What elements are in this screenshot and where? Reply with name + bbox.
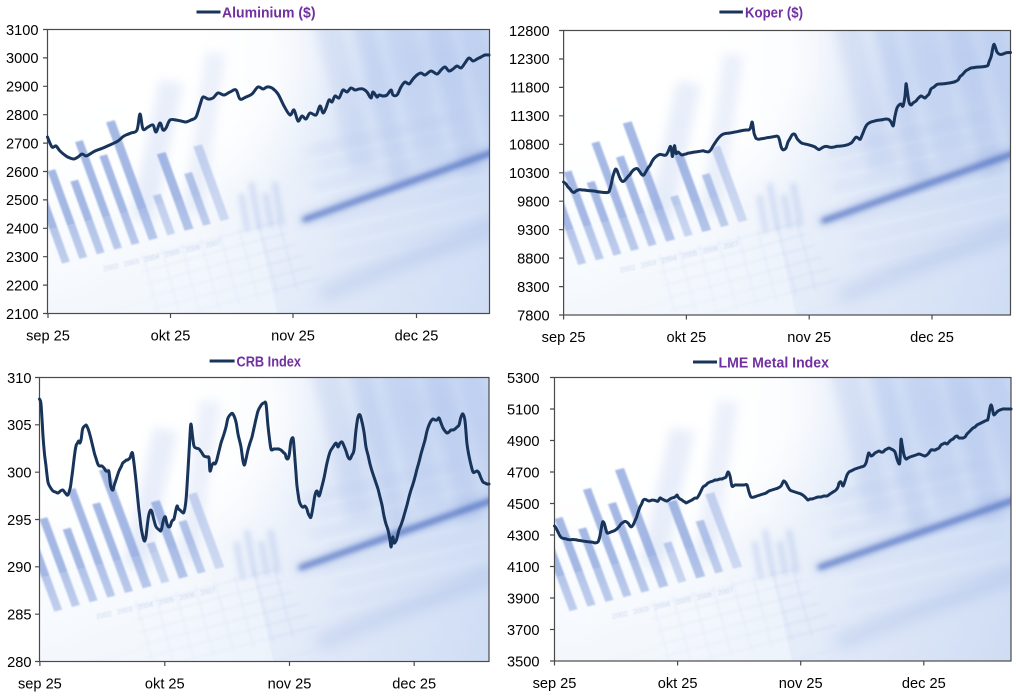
svg-text:12300: 12300 <box>509 52 550 68</box>
svg-text:nov 25: nov 25 <box>779 676 823 692</box>
svg-text:okt 25: okt 25 <box>145 677 185 693</box>
svg-text:4500: 4500 <box>507 497 539 513</box>
svg-text:2100: 2100 <box>6 307 38 323</box>
svg-text:sep 25: sep 25 <box>18 677 62 693</box>
svg-text:300: 300 <box>7 466 31 482</box>
svg-text:8300: 8300 <box>517 280 549 296</box>
svg-text:8800: 8800 <box>517 251 549 267</box>
svg-text:2200: 2200 <box>6 278 38 294</box>
svg-text:9800: 9800 <box>517 195 549 211</box>
svg-text:dec 25: dec 25 <box>910 330 954 346</box>
svg-text:Koper ($): Koper ($) <box>745 4 803 21</box>
svg-text:10300: 10300 <box>509 166 550 182</box>
svg-text:295: 295 <box>7 513 31 529</box>
svg-text:280: 280 <box>7 655 31 671</box>
svg-text:sep 25: sep 25 <box>533 676 577 692</box>
svg-text:3000: 3000 <box>6 51 38 67</box>
svg-text:290: 290 <box>7 560 31 576</box>
svg-text:9300: 9300 <box>517 223 549 239</box>
svg-text:4100: 4100 <box>507 560 539 576</box>
svg-text:nov 25: nov 25 <box>787 330 831 346</box>
svg-text:nov 25: nov 25 <box>271 329 315 345</box>
svg-text:10800: 10800 <box>509 138 550 154</box>
svg-text:okt 25: okt 25 <box>667 330 707 346</box>
svg-text:5100: 5100 <box>507 402 539 418</box>
svg-text:285: 285 <box>7 608 31 624</box>
svg-text:3100: 3100 <box>6 23 38 39</box>
svg-text:2500: 2500 <box>6 193 38 209</box>
svg-text:12800: 12800 <box>509 24 550 40</box>
svg-text:LME Metal Index: LME Metal Index <box>719 354 830 371</box>
svg-text:305: 305 <box>7 418 31 434</box>
svg-text:nov 25: nov 25 <box>268 677 312 693</box>
svg-text:Aluminium ($): Aluminium ($) <box>222 4 316 21</box>
svg-text:3900: 3900 <box>507 591 539 607</box>
svg-text:okt 25: okt 25 <box>658 676 698 692</box>
svg-text:okt 25: okt 25 <box>151 329 191 345</box>
svg-text:4300: 4300 <box>507 528 539 544</box>
svg-text:2700: 2700 <box>6 136 38 152</box>
svg-text:11800: 11800 <box>510 81 550 97</box>
svg-text:2800: 2800 <box>6 108 38 124</box>
svg-text:3700: 3700 <box>507 623 539 639</box>
svg-text:4700: 4700 <box>507 465 539 481</box>
svg-text:sep 25: sep 25 <box>26 329 70 345</box>
svg-text:11300: 11300 <box>510 109 550 125</box>
svg-text:2900: 2900 <box>6 80 38 96</box>
svg-text:dec 25: dec 25 <box>395 329 439 345</box>
svg-text:2300: 2300 <box>6 250 38 266</box>
svg-text:2600: 2600 <box>6 165 38 181</box>
svg-text:3500: 3500 <box>507 654 539 670</box>
svg-text:7800: 7800 <box>517 308 549 324</box>
svg-text:310: 310 <box>7 371 31 387</box>
svg-text:2400: 2400 <box>6 222 38 238</box>
svg-text:sep 25: sep 25 <box>542 330 586 346</box>
svg-text:5300: 5300 <box>507 371 539 387</box>
svg-text:4900: 4900 <box>507 434 539 450</box>
svg-text:dec 25: dec 25 <box>392 677 436 693</box>
svg-text:CRB Index: CRB Index <box>237 353 302 370</box>
svg-text:dec 25: dec 25 <box>902 676 946 692</box>
